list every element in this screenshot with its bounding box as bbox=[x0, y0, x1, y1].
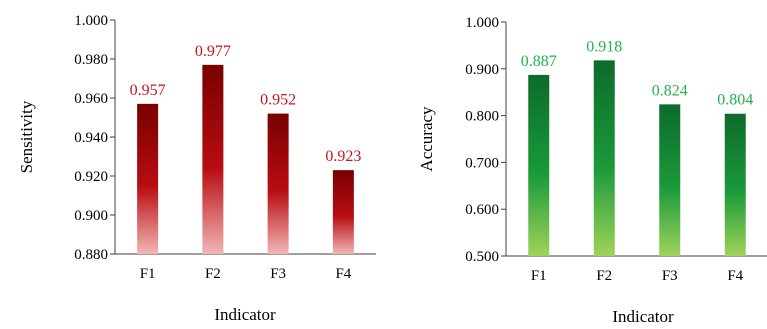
accuracy-bar-f2 bbox=[593, 60, 615, 256]
sensitivity-y-axis-title: Sensitivity bbox=[17, 100, 36, 173]
accuracy-chart: 1.000 0.900 0.800 0.700 0.600 0.500 0.887 0.91… bbox=[417, 15, 767, 326]
sensitivity-y-ticks: 1.000 0.980 0.960 0.940 0.920 0.900 0.880 bbox=[74, 13, 115, 263]
sensitivity-data-label-f1: 0.957 bbox=[130, 82, 166, 99]
sensitivity-y-tick-label: 0.980 bbox=[74, 52, 108, 68]
accuracy-bar-f4 bbox=[724, 113, 746, 256]
accuracy-bar-f3 bbox=[659, 104, 681, 256]
accuracy-data-label-f4: 0.804 bbox=[717, 92, 753, 109]
accuracy-bar-f1 bbox=[528, 74, 550, 256]
accuracy-y-tick-label: 1.000 bbox=[465, 15, 499, 31]
sensitivity-bars: 0.957 0.977 0.952 0.923 bbox=[130, 43, 361, 254]
sensitivity-chart: 1.000 0.980 0.960 0.940 0.920 0.900 0.880 0.95… bbox=[17, 13, 376, 324]
sensitivity-x-tick-label-f4: F4 bbox=[335, 266, 351, 282]
sensitivity-bar-f4 bbox=[332, 170, 354, 254]
accuracy-y-axis-title: Accuracy bbox=[417, 106, 436, 172]
accuracy-y-tick-label: 0.900 bbox=[465, 62, 499, 78]
sensitivity-x-tick-label-f3: F3 bbox=[270, 266, 286, 282]
sensitivity-y-tick-label: 0.900 bbox=[74, 208, 108, 224]
sensitivity-y-tick-label: 1.000 bbox=[74, 13, 108, 29]
sensitivity-y-tick-label: 0.960 bbox=[74, 91, 108, 107]
accuracy-y-ticks: 1.000 0.900 0.800 0.700 0.600 0.500 bbox=[465, 15, 506, 265]
sensitivity-x-tick-label-f1: F1 bbox=[140, 266, 156, 282]
accuracy-bars: 0.887 0.918 0.824 0.804 bbox=[521, 38, 753, 256]
sensitivity-y-tick-label: 0.880 bbox=[74, 247, 108, 263]
sensitivity-data-label-f2: 0.977 bbox=[195, 43, 231, 60]
sensitivity-y-tick-label: 0.920 bbox=[74, 169, 108, 185]
sensitivity-x-axis-title: Indicator bbox=[214, 305, 276, 324]
accuracy-y-tick-label: 0.800 bbox=[465, 109, 499, 125]
accuracy-y-tick-label: 0.700 bbox=[465, 155, 499, 171]
sensitivity-x-ticks: F1 F2 F3 F4 bbox=[140, 266, 352, 282]
accuracy-x-tick-label-f2: F2 bbox=[596, 268, 612, 284]
accuracy-x-tick-label-f1: F1 bbox=[531, 268, 547, 284]
sensitivity-y-tick-label: 0.940 bbox=[74, 130, 108, 146]
sensitivity-data-label-f4: 0.923 bbox=[325, 148, 361, 165]
sensitivity-x-tick-label-f2: F2 bbox=[205, 266, 221, 282]
sensitivity-bar-f1 bbox=[137, 103, 159, 254]
accuracy-data-label-f2: 0.918 bbox=[586, 38, 622, 55]
accuracy-x-axis-title: Indicator bbox=[612, 307, 674, 326]
sensitivity-data-label-f3: 0.952 bbox=[260, 92, 296, 109]
accuracy-y-tick-label: 0.600 bbox=[465, 202, 499, 218]
accuracy-x-ticks: F1 F2 F3 F4 bbox=[531, 268, 744, 284]
sensitivity-bar-f2 bbox=[202, 64, 224, 254]
accuracy-y-tick-label: 0.500 bbox=[465, 249, 499, 265]
accuracy-data-label-f3: 0.824 bbox=[652, 82, 688, 99]
sensitivity-bar-f3 bbox=[267, 113, 289, 254]
accuracy-x-tick-label-f3: F3 bbox=[662, 268, 678, 284]
accuracy-data-label-f1: 0.887 bbox=[521, 53, 557, 70]
accuracy-x-tick-label-f4: F4 bbox=[727, 268, 743, 284]
